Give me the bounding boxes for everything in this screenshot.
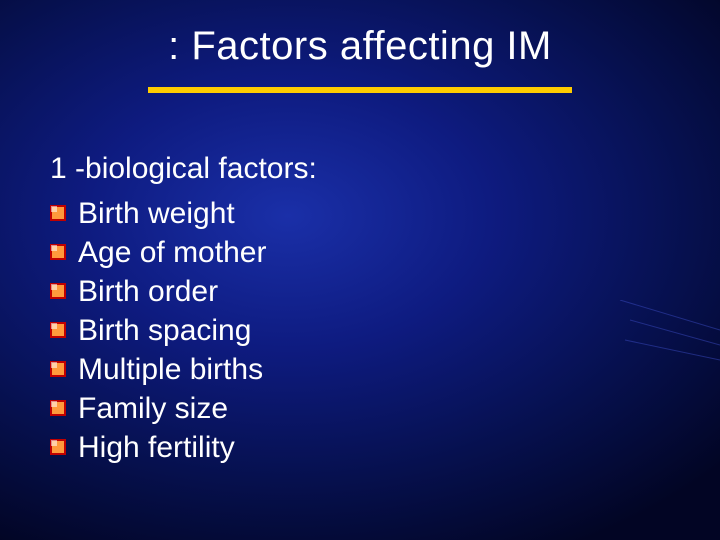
bullet-icon: [50, 244, 66, 260]
bullet-text: Age of mother: [76, 233, 266, 272]
list-item: High fertility: [50, 428, 670, 467]
list-item: Multiple births: [50, 350, 670, 389]
list-item: Family size: [50, 389, 670, 428]
list-item: Age of mother: [50, 233, 670, 272]
bullet-icon: [50, 322, 66, 338]
bullet-text: High fertility: [76, 428, 235, 467]
bullet-icon: [50, 439, 66, 455]
bullet-text: Birth spacing: [76, 311, 251, 350]
bullet-text: Birth weight: [76, 194, 235, 233]
list-item: Birth weight: [50, 194, 670, 233]
bullet-icon: [50, 283, 66, 299]
bullet-icon: [50, 361, 66, 377]
bullet-icon: [50, 400, 66, 416]
bullet-text: Family size: [76, 389, 228, 428]
title-underline: [148, 87, 572, 93]
section-heading: 1 -biological factors:: [50, 150, 670, 188]
slide: : Factors affecting IM 1 -biological fac…: [0, 0, 720, 540]
bullet-text: Multiple births: [76, 350, 263, 389]
bullet-icon: [50, 205, 66, 221]
list-item: Birth spacing: [50, 311, 670, 350]
title-area: : Factors affecting IM: [0, 24, 720, 93]
slide-title: : Factors affecting IM: [168, 24, 552, 69]
bullet-text: Birth order: [76, 272, 218, 311]
list-item: Birth order: [50, 272, 670, 311]
content-area: 1 -biological factors: Birth weightAge o…: [50, 150, 670, 467]
bullet-list: Birth weightAge of motherBirth orderBirt…: [50, 194, 670, 467]
